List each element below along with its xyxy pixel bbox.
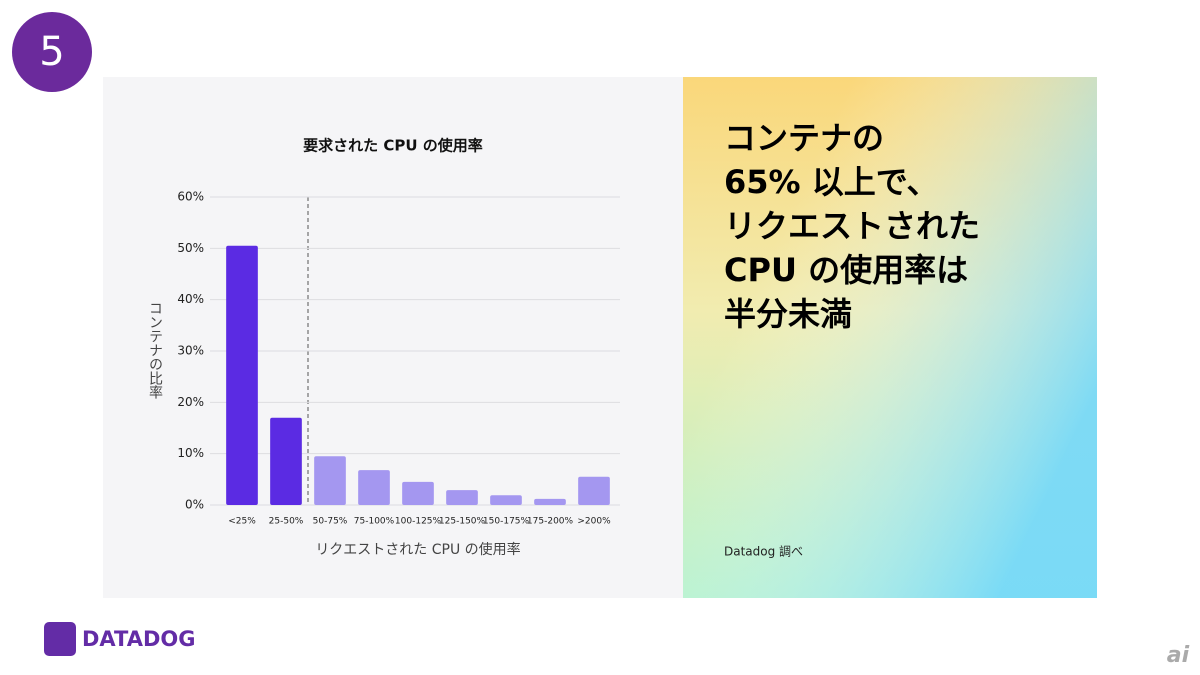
headline-panel-overlay xyxy=(683,77,1097,598)
x-tick-label: 125-150% xyxy=(439,517,486,527)
chart-panel xyxy=(103,77,683,598)
logo-icon xyxy=(44,622,76,656)
badge xyxy=(12,12,92,92)
headline-line: 65% 以上で、 xyxy=(724,163,938,201)
bar xyxy=(490,495,522,505)
headline-line: リクエストされた xyxy=(724,207,980,245)
bar xyxy=(446,490,478,505)
x-tick-label: >200% xyxy=(577,517,611,527)
y-tick-label: 10% xyxy=(177,446,204,460)
x-tick-label: 50-75% xyxy=(313,517,348,527)
x-axis-label: リクエストされた CPU の使用率 xyxy=(315,541,520,558)
bar xyxy=(314,456,346,505)
x-tick-label: 75-100% xyxy=(354,517,395,527)
x-tick-label: <25% xyxy=(228,517,256,527)
chart-title: 要求された CPU の使用率 xyxy=(303,137,483,155)
bar xyxy=(578,476,610,505)
y-tick-label: 50% xyxy=(177,241,204,255)
source: Datadog 調べ xyxy=(724,545,803,559)
y-tick-label: 20% xyxy=(177,395,204,409)
y-tick-label: 60% xyxy=(177,190,204,204)
bar xyxy=(270,417,302,505)
x-tick-label: 25-50% xyxy=(269,517,304,527)
logo: DATADOG xyxy=(82,627,196,651)
y-tick-label: 30% xyxy=(177,344,204,358)
y-axis-label: コンテナの比率 xyxy=(147,301,163,399)
x-tick-label: 175-200% xyxy=(527,517,574,527)
y-tick-label: 40% xyxy=(177,292,204,306)
x-tick-label: 100-125% xyxy=(395,517,442,527)
y-tick-label: 0% xyxy=(185,498,204,512)
watermark: ai xyxy=(1167,643,1190,668)
bar xyxy=(358,470,390,505)
headline-line: 半分未満 xyxy=(724,295,852,333)
headline-line: CPU の使用率は xyxy=(724,251,968,289)
badge-number: 5 xyxy=(39,29,64,75)
bar xyxy=(402,481,434,505)
headline-line: コンテナの xyxy=(724,119,884,157)
x-tick-label: 150-175% xyxy=(483,517,530,527)
bar xyxy=(226,245,258,505)
bar xyxy=(534,498,566,505)
